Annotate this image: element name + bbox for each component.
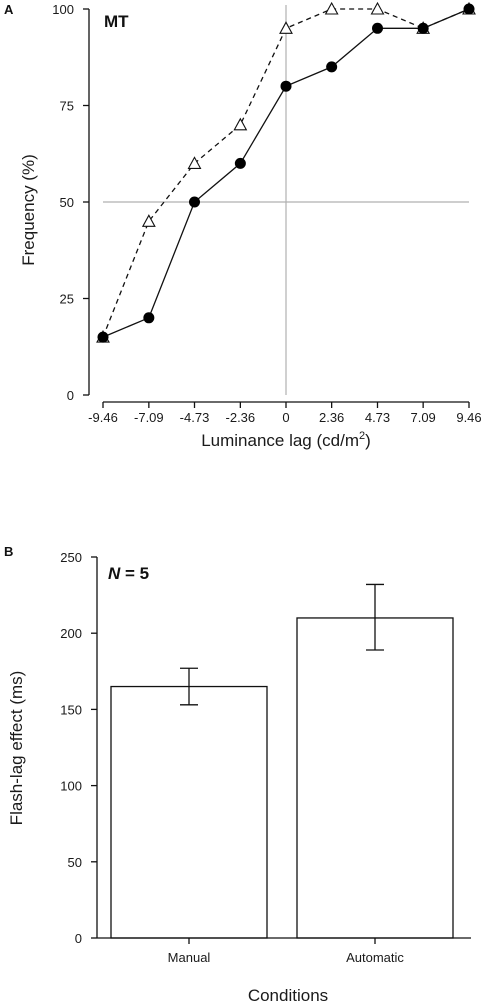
x-tick-label: -7.09: [134, 410, 164, 425]
x-tick-label: 9.46: [456, 410, 481, 425]
annotation-n: N: [108, 564, 121, 583]
panel-b-xlabel: Conditions: [248, 986, 328, 1005]
circle-point: [417, 22, 429, 34]
x-tick-label: 7.09: [410, 410, 435, 425]
annotation-value: = 5: [120, 564, 149, 583]
y-tick-label: 25: [60, 292, 74, 307]
x-tick-label: -4.73: [180, 410, 210, 425]
y-tick-label: 0: [75, 931, 82, 946]
y-tick-label: 75: [60, 99, 74, 114]
panel-a-series: [96, 1, 476, 343]
triangle-point: [279, 21, 293, 34]
y-tick-label: 50: [60, 195, 74, 210]
y-tick-label: 250: [60, 550, 82, 565]
panel-a-letter: A: [4, 2, 14, 17]
circle-point: [97, 331, 109, 343]
panel-b-letter: B: [4, 544, 13, 559]
x-tick-label: 2.36: [319, 410, 344, 425]
panel-a-axes: 0 25 50 75 100 -9.46 -7.09 -4.73 -2.36 0 2.36 4.73 7…: [52, 2, 481, 425]
panel-a-xlabel: Luminance lag (cd/m2): [201, 430, 371, 450]
x-tick-label: 4.73: [365, 410, 390, 425]
circle-point: [326, 61, 338, 73]
xlabel-superscript: 2: [359, 430, 365, 442]
panel-b-bars: [110, 583, 454, 939]
triangle-point: [187, 156, 202, 169]
bar-automatic: [296, 617, 454, 939]
x-tick-label: Automatic: [346, 950, 404, 965]
xlabel-end: ): [365, 431, 371, 450]
x-tick-label: -9.46: [88, 410, 118, 425]
circle-point: [280, 80, 292, 92]
y-tick-label: 200: [60, 626, 82, 641]
panel-a-annotation: MT: [104, 12, 129, 31]
triangle-point: [141, 214, 156, 227]
y-tick-label: 0: [67, 388, 74, 403]
bar-manual: [110, 685, 268, 939]
circle-point: [189, 196, 200, 208]
y-tick-label: 100: [52, 2, 74, 17]
triangle-point: [233, 117, 248, 131]
circle-point: [372, 22, 383, 34]
panel-b-bar-chart: B N = 5 0 50 100 150 200 250 Manual Automatic F…: [4, 544, 471, 1005]
x-tick-label: -2.36: [226, 410, 256, 425]
circle-point: [463, 3, 475, 15]
x-tick-label: 0: [282, 410, 289, 425]
y-tick-label: 150: [60, 702, 82, 717]
circle-point: [143, 312, 155, 324]
y-tick-label: 100: [60, 779, 82, 794]
panel-b-annotation: N = 5: [108, 564, 149, 583]
reference-lines: [103, 5, 469, 395]
panel-a-line-chart: A MT 0 25 50 75 100 -9.46 -7.09 -4.73 -2.36 0 2.36…: [4, 1, 482, 450]
circle-point: [234, 157, 246, 169]
triangle-point: [324, 1, 339, 15]
x-tick-label: Manual: [168, 950, 211, 965]
panel-a-ylabel: Frequency (%): [19, 154, 38, 265]
panel-b-ylabel: Flash-lag effect (ms): [7, 671, 26, 826]
panel-b-axes: 0 50 100 150 200 250 Manual Automatic: [60, 550, 471, 965]
triangle-point: [370, 1, 385, 15]
xlabel-main: Luminance lag (cd/m: [201, 431, 359, 450]
y-tick-label: 50: [68, 855, 82, 870]
